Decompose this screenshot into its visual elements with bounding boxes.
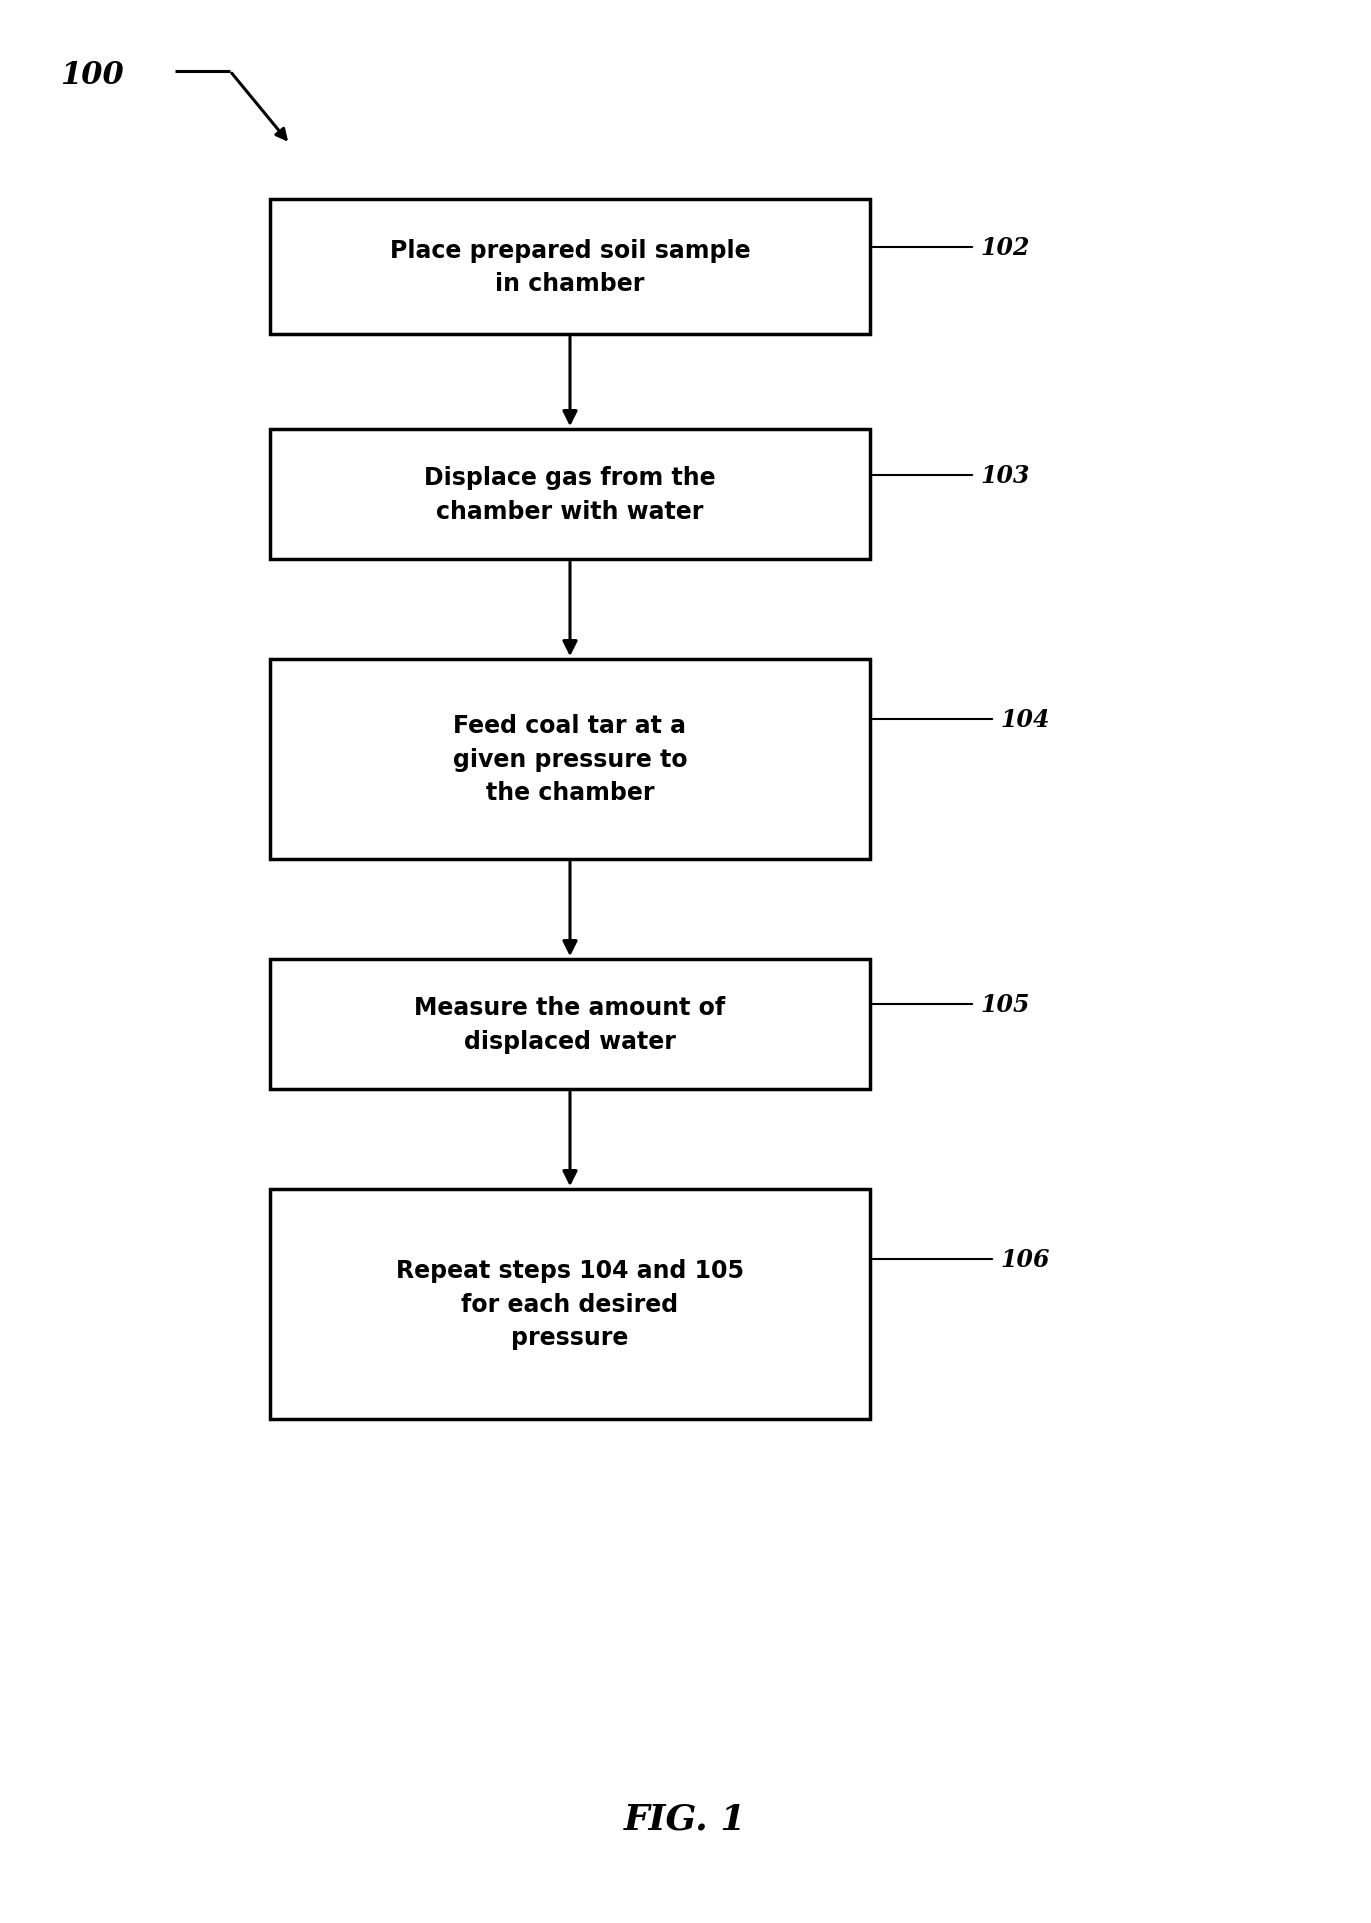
- Text: 100: 100: [60, 60, 123, 90]
- Text: FIG. 1: FIG. 1: [624, 1802, 747, 1836]
- Text: 106: 106: [999, 1248, 1049, 1271]
- Text: Measure the amount of
displaced water: Measure the amount of displaced water: [414, 996, 725, 1054]
- Text: 104: 104: [999, 708, 1049, 731]
- Text: 102: 102: [980, 237, 1030, 260]
- Text: Feed coal tar at a
given pressure to
the chamber: Feed coal tar at a given pressure to the…: [452, 713, 687, 806]
- Bar: [270, 960, 871, 1090]
- Bar: [270, 429, 871, 560]
- Text: Displace gas from the
chamber with water: Displace gas from the chamber with water: [424, 465, 716, 523]
- Bar: [270, 1190, 871, 1419]
- Text: Repeat steps 104 and 105
for each desired
pressure: Repeat steps 104 and 105 for each desire…: [396, 1260, 744, 1350]
- Text: 105: 105: [980, 992, 1030, 1017]
- Bar: [270, 200, 871, 335]
- Text: Place prepared soil sample
in chamber: Place prepared soil sample in chamber: [389, 238, 750, 296]
- Bar: [270, 660, 871, 860]
- Text: 103: 103: [980, 463, 1030, 488]
